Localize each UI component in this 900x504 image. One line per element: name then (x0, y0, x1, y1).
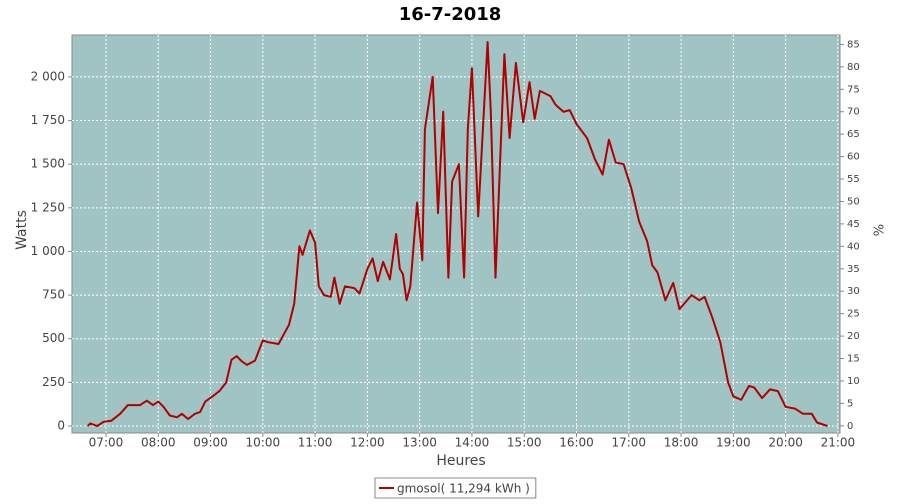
x-tick-label: 16:00 (559, 436, 594, 450)
y2-tick-label: 30 (847, 286, 860, 297)
chart-title: 16-7-2018 (399, 4, 502, 25)
y-tick-label: 2 000 (31, 69, 65, 83)
y-tick-label: 1 250 (31, 200, 65, 214)
y2-tick-label: 60 (847, 152, 860, 163)
y2-tick-label: 10 (847, 376, 860, 387)
x-tick-label: 17:00 (611, 436, 646, 450)
x-tick-label: 10:00 (246, 436, 281, 450)
x-tick-label: 18:00 (664, 436, 699, 450)
x-tick-label: 20:00 (768, 436, 803, 450)
y2-tick-label: 0 (847, 421, 853, 432)
x-tick-label: 13:00 (402, 436, 437, 450)
y2-tick-label: 5 (847, 398, 853, 409)
y2-tick-label: 15 (847, 354, 860, 365)
x-axis-label: Heures (436, 453, 485, 469)
y-tick-label: 250 (42, 375, 65, 389)
y2-tick-label: 50 (847, 196, 860, 207)
y2-tick-label: 35 (847, 264, 860, 275)
y2-tick-label: 20 (847, 331, 860, 342)
y2-tick-label: 25 (847, 309, 860, 320)
y-axis-label: Watts (14, 210, 30, 250)
x-tick-label: 14:00 (455, 436, 490, 450)
y2-tick-label: 45 (847, 219, 860, 230)
y-tick-label: 1 500 (31, 157, 65, 171)
x-tick-label: 11:00 (298, 436, 333, 450)
data-line (86, 41, 828, 427)
plot-area (71, 34, 841, 434)
y2-axis-label: % (873, 224, 888, 236)
y2-tick-label: 85 (847, 39, 860, 50)
legend-label: gmosol( 11,294 kWh ) (397, 482, 530, 496)
y-tick-label: 1 000 (31, 244, 65, 258)
legend-box (374, 477, 537, 499)
y-tick-label: 0 (57, 419, 65, 433)
y-tick-label: 750 (42, 288, 65, 302)
y2-tick-label: 70 (847, 107, 860, 118)
y2-tick-label: 40 (847, 241, 860, 252)
x-tick-label: 12:00 (350, 436, 385, 450)
x-tick-label: 19:00 (716, 436, 751, 450)
x-tick-label: 09:00 (193, 436, 228, 450)
x-tick-label: 15:00 (507, 436, 542, 450)
y2-tick-label: 75 (847, 84, 860, 95)
x-tick-label: 21:00 (821, 436, 856, 450)
y2-tick-label: 55 (847, 174, 860, 185)
y2-tick-label: 80 (847, 62, 860, 73)
x-tick-label: 07:00 (89, 436, 124, 450)
y-tick-label: 500 (42, 331, 65, 345)
x-tick-label: 08:00 (141, 436, 176, 450)
y-tick-label: 1 750 (31, 113, 65, 127)
y2-tick-label: 65 (847, 129, 860, 140)
